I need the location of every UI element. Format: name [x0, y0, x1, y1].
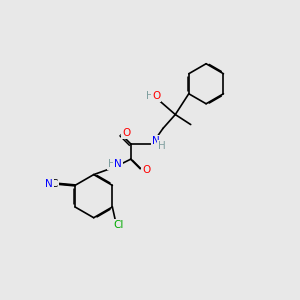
Text: O: O	[142, 165, 150, 175]
Text: C: C	[50, 179, 58, 189]
Text: Cl: Cl	[113, 220, 124, 230]
Text: H: H	[108, 159, 116, 169]
Text: N: N	[152, 136, 160, 146]
Text: H: H	[146, 91, 154, 101]
Text: O: O	[152, 91, 160, 101]
Text: N: N	[115, 159, 122, 169]
Text: H: H	[158, 141, 165, 151]
Text: O: O	[122, 128, 130, 138]
Text: N: N	[45, 179, 53, 189]
